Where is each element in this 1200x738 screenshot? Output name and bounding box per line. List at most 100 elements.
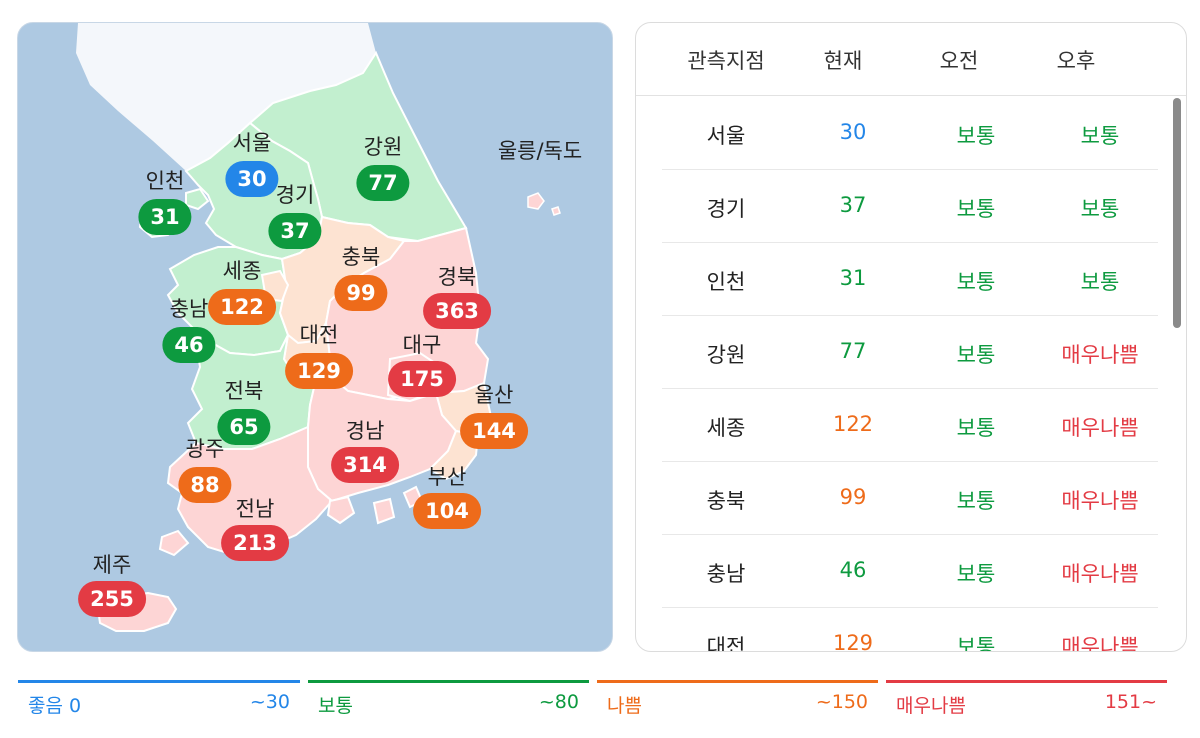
table-row[interactable]: 대전 129 보통 매우나쁨 [662, 607, 1158, 651]
ulleung-label: 울릉/독도 [497, 139, 583, 163]
city-label-incheon: 인천 [145, 169, 185, 193]
cell-am: 보통 [956, 635, 996, 651]
table-row[interactable]: 세종 122 보통 매우나쁨 [662, 388, 1158, 462]
cell-pm: 보통 [1080, 124, 1120, 148]
city-label-sejong: 세종 [222, 259, 262, 283]
city-badge-ulsan[interactable]: 144 [460, 413, 528, 449]
city-label-chungnam: 충남 [169, 297, 209, 321]
city-label-ulsan: 울산 [474, 383, 514, 407]
cell-current: 77 [839, 339, 867, 363]
table-body[interactable]: 서울 30 보통 보통 경기 37 보통 보통 인천 31 보통 보통 강원 77 보통 매우나쁨 세종 122 보… [636, 96, 1186, 651]
header-am[interactable]: 오전 [939, 49, 979, 73]
dokdo-island [551, 206, 561, 216]
cell-pm: 매우나쁨 [1061, 416, 1139, 440]
legend-item-vbad: 매우나쁨 151~ [886, 680, 1167, 720]
station-table[interactable]: 관측지점 현재 오전 오후 서울 30 보통 보통 경기 37 보통 보통 인천 31 보통 보통 강원… [635, 22, 1187, 652]
header-station[interactable]: 관측지점 [687, 49, 765, 73]
cell-current: 30 [839, 120, 867, 144]
city-label-gangwon: 강원 [363, 135, 403, 159]
city-label-chungbuk: 충북 [341, 245, 381, 269]
north-land [76, 23, 376, 171]
city-badge-incheon[interactable]: 31 [138, 199, 192, 235]
ulleung-island [527, 192, 545, 210]
cell-current: 99 [839, 485, 867, 509]
city-badge-gwangju[interactable]: 88 [178, 467, 232, 503]
cell-current: 129 [832, 631, 874, 651]
cell-station: 인천 [706, 270, 746, 294]
city-label-jeju: 제주 [92, 553, 132, 577]
city-badge-busan[interactable]: 104 [413, 493, 481, 529]
city-label-gwangju: 광주 [185, 437, 225, 461]
city-label-gyeongbuk: 경북 [437, 265, 477, 289]
cell-am: 보통 [956, 270, 996, 294]
city-label-busan: 부산 [427, 465, 467, 489]
cell-station: 대전 [706, 635, 746, 651]
legend-label: 나쁨 [607, 695, 642, 717]
city-badge-jeonnam[interactable]: 213 [221, 525, 289, 561]
south-islands [158, 485, 424, 557]
legend-range: ~80 [538, 691, 579, 713]
cell-current: 46 [839, 558, 867, 582]
table-row[interactable]: 충남 46 보통 매우나쁨 [662, 534, 1158, 608]
cell-pm: 매우나쁨 [1061, 489, 1139, 513]
city-label-daegu: 대구 [402, 333, 442, 357]
legend-label: 좋음 0 [28, 695, 82, 717]
cell-station: 서울 [706, 124, 746, 148]
city-badge-gyeonggi[interactable]: 37 [268, 213, 322, 249]
cell-station: 충북 [706, 489, 746, 513]
cell-pm: 보통 [1080, 270, 1120, 294]
city-label-seoul: 서울 [232, 131, 272, 155]
city-label-jeonnam: 전남 [235, 497, 275, 521]
table-header: 관측지점 현재 오전 오후 [636, 23, 1186, 96]
city-badge-gangwon[interactable]: 77 [356, 165, 410, 201]
city-badge-daejeon[interactable]: 129 [285, 353, 353, 389]
city-badge-gyeongnam[interactable]: 314 [331, 447, 399, 483]
city-badge-jeju[interactable]: 255 [78, 581, 146, 617]
table-row[interactable]: 충북 99 보통 매우나쁨 [662, 461, 1158, 535]
cell-current: 31 [839, 266, 867, 290]
cell-station: 세종 [706, 416, 746, 440]
city-badge-jeonbuk[interactable]: 65 [217, 409, 271, 445]
cell-am: 보통 [956, 124, 996, 148]
table-row[interactable]: 경기 37 보통 보통 [662, 169, 1158, 243]
city-badge-gyeongbuk[interactable]: 363 [423, 293, 491, 329]
cell-pm: 보통 [1080, 197, 1120, 221]
legend-range: ~30 [249, 691, 290, 713]
table-row[interactable]: 서울 30 보통 보통 [662, 96, 1158, 170]
legend-bar [886, 680, 1167, 683]
city-label-jeonbuk: 전북 [224, 379, 264, 403]
legend-label: 보통 [318, 695, 353, 717]
cell-pm: 매우나쁨 [1061, 343, 1139, 367]
city-badge-chungnam[interactable]: 46 [162, 327, 216, 363]
cell-am: 보통 [956, 416, 996, 440]
legend-bar [18, 680, 300, 683]
cell-am: 보통 [956, 489, 996, 513]
cell-pm: 매우나쁨 [1061, 635, 1139, 651]
city-badge-seoul[interactable]: 30 [225, 161, 279, 197]
cell-station: 충남 [706, 562, 746, 586]
cell-station: 강원 [706, 343, 746, 367]
legend-range: ~150 [815, 691, 868, 713]
city-badge-chungbuk[interactable]: 99 [334, 275, 388, 311]
table-row[interactable]: 인천 31 보통 보통 [662, 242, 1158, 316]
legend-bar [597, 680, 878, 683]
air-quality-map[interactable]: 서울 30 인천 31 강원 77 경기 37 충북 99 경북 363 세종 122 충남 46 대전 129 대… [17, 22, 613, 652]
city-badge-daegu[interactable]: 175 [388, 361, 456, 397]
city-label-daejeon: 대전 [299, 323, 339, 347]
table-row[interactable]: 강원 77 보통 매우나쁨 [662, 315, 1158, 389]
cell-current: 37 [839, 193, 867, 217]
city-badge-sejong[interactable]: 122 [208, 289, 276, 325]
legend-item-good: 좋음 0 ~30 [18, 680, 300, 720]
table-scrollbar[interactable] [1173, 98, 1181, 328]
header-current[interactable]: 현재 [823, 49, 863, 73]
header-pm[interactable]: 오후 [1056, 49, 1096, 73]
cell-station: 경기 [706, 197, 746, 221]
legend-item-normal: 보통 ~80 [308, 680, 589, 720]
cell-am: 보통 [956, 343, 996, 367]
city-label-gyeongnam: 경남 [345, 419, 385, 443]
legend-range: 151~ [1104, 691, 1157, 713]
region-jeonnam[interactable] [166, 425, 334, 557]
legend-bar [308, 680, 589, 683]
cell-am: 보통 [956, 562, 996, 586]
cell-pm: 매우나쁨 [1061, 562, 1139, 586]
